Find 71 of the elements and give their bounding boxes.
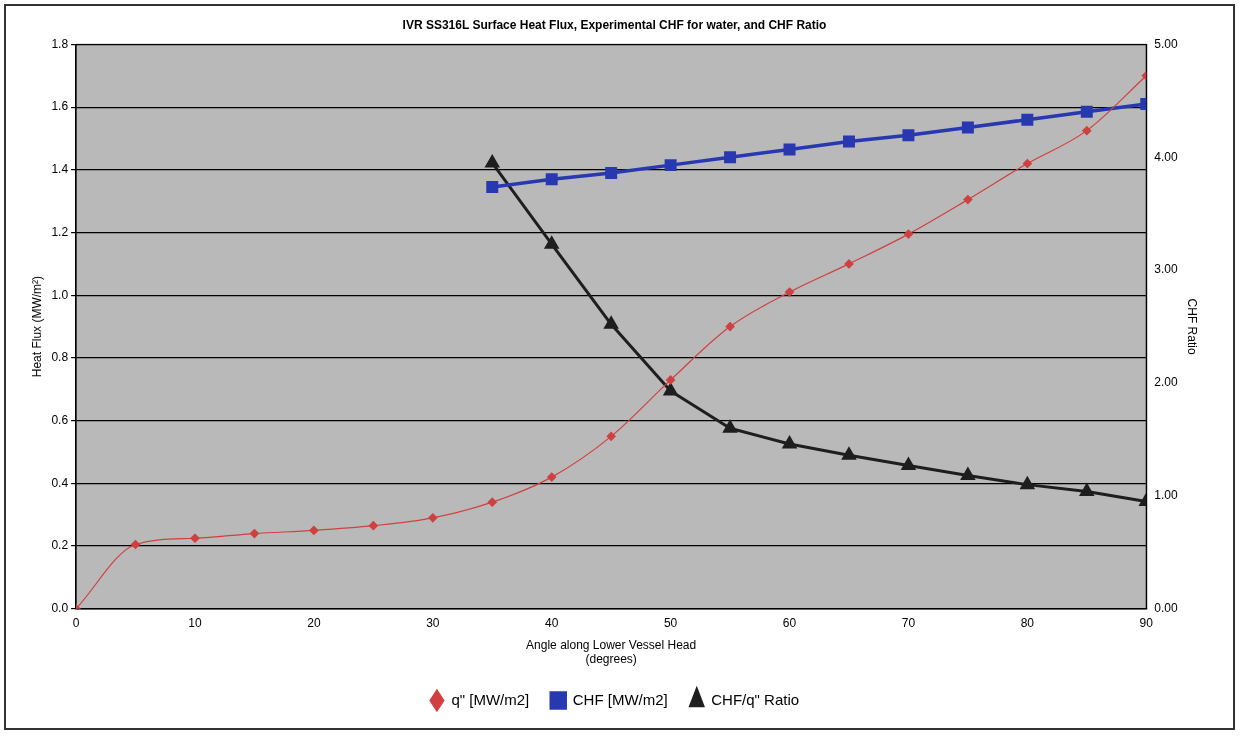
- point: [1021, 113, 1034, 126]
- y-tick-label: 0.2: [51, 538, 69, 553]
- point: [724, 151, 737, 164]
- point: [428, 513, 438, 523]
- point: [664, 159, 677, 172]
- y-tick-label: 0.8: [51, 350, 69, 365]
- point: [1080, 105, 1093, 118]
- point: [1080, 483, 1094, 496]
- point: [901, 457, 916, 470]
- x-tick-label: 10: [188, 616, 202, 631]
- point: [545, 236, 559, 249]
- y-tick-label: 0.6: [51, 412, 69, 427]
- legend-label: CHF [MW/m2]: [572, 690, 668, 708]
- y-axis-title: Heat Flux (MW/m²): [29, 275, 44, 378]
- y2-tick-label: 2.00: [1154, 375, 1178, 390]
- y2-tick-label: 3.00: [1154, 262, 1178, 277]
- y2-tick-label: 1.00: [1154, 488, 1178, 503]
- point: [902, 129, 915, 142]
- y-tick-label: 1.6: [51, 99, 69, 114]
- point: [1022, 158, 1032, 169]
- y2-tick-label: 5.00: [1154, 36, 1178, 51]
- point: [844, 259, 854, 269]
- point: [545, 173, 558, 186]
- point: [961, 121, 974, 134]
- point: [604, 316, 618, 329]
- legend-label: CHF/q" Ratio: [711, 690, 800, 708]
- point: [249, 528, 260, 539]
- y-tick-label: 1.0: [51, 287, 69, 302]
- point: [190, 533, 200, 543]
- x-tick-label: 30: [426, 616, 440, 631]
- point: [1020, 477, 1035, 490]
- y2-tick-label: 0.00: [1154, 601, 1178, 616]
- point: [486, 181, 499, 194]
- x-tick-label: 0: [72, 616, 80, 631]
- point: [782, 436, 797, 449]
- point: [606, 431, 616, 441]
- point: [784, 287, 795, 297]
- legend-label: q" [MW/m2]: [451, 690, 530, 708]
- point: [961, 468, 975, 481]
- chart-title: IVR SS316L Surface Heat Flux, Experimental CHF for water, and CHF Ratio: [402, 17, 827, 32]
- point: [963, 195, 973, 205]
- x-tick-label: 70: [901, 616, 916, 631]
- x-tick-label: 90: [1139, 616, 1154, 631]
- point: [368, 521, 378, 531]
- point: [605, 166, 618, 179]
- point: [723, 420, 737, 433]
- y-tick-label: 1.2: [51, 224, 69, 239]
- point: [547, 472, 557, 482]
- point: [1082, 126, 1092, 136]
- x-axis-title: Angle along Lower Vessel Head (degrees): [526, 637, 697, 667]
- x-tick-label: 80: [1020, 616, 1035, 631]
- y-tick-label: 1.8: [51, 36, 69, 51]
- point: [663, 383, 678, 396]
- y2-tick-label: 4.00: [1154, 149, 1178, 164]
- point: [485, 155, 499, 168]
- x-tick-label: 60: [782, 616, 797, 631]
- point: [487, 497, 497, 507]
- point: [309, 525, 319, 536]
- x-tick-label: 50: [663, 616, 678, 631]
- x-tick-label: 40: [545, 616, 559, 631]
- point: [842, 135, 855, 148]
- y-tick-label: 0.4: [51, 475, 69, 490]
- y-tick-label: 0.0: [51, 601, 69, 616]
- point: [666, 375, 676, 385]
- y-tick-label: 1.4: [51, 162, 69, 177]
- y2-axis-title: CHF Ratio: [1185, 298, 1200, 355]
- point: [842, 447, 856, 460]
- x-tick-label: 20: [307, 616, 321, 631]
- point: [725, 322, 735, 332]
- point: [783, 143, 796, 156]
- point: [903, 229, 914, 239]
